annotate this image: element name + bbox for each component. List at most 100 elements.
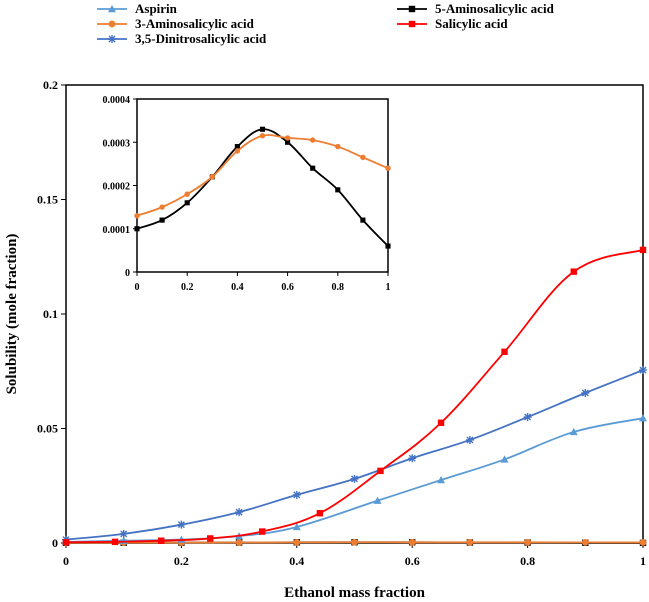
data-point-salicylic-acid <box>639 246 647 254</box>
series-salicylic-acid <box>62 246 647 546</box>
inset-background <box>85 92 397 302</box>
legend-label: Aspirin <box>135 1 178 16</box>
inset-y-tick-label: 0.0001 <box>103 225 131 236</box>
data-point-3-5-dinitrosalicylic-acid <box>235 508 244 517</box>
x-axis-label: Ethanol mass fraction <box>284 585 425 601</box>
data-point-aspirin <box>500 455 509 463</box>
inset-axis-ticks: 0 0.2 0.4 0.6 0.8 1 0 0.0001 0.0002 0.0003 0.0004 <box>103 95 391 293</box>
data-point-salicylic-acid <box>258 528 266 535</box>
legend-marker-aspirin <box>108 5 116 13</box>
legend-item-3-aminosalicylic-acid: 3-Aminosalicylic acid <box>97 16 255 31</box>
inset-point-3-aminosalicylic-acid <box>259 133 266 139</box>
inset-point-5-aminosalicylic-acid <box>285 139 291 145</box>
inset-x-tick-label: 1 <box>386 282 391 293</box>
inset-x-tick-label: 0.8 <box>332 282 345 293</box>
data-point-3-5-dinitrosalicylic-acid <box>408 454 417 463</box>
data-point-3-aminosalicylic-acid <box>639 539 647 546</box>
data-point-3-aminosalicylic-acid <box>466 538 474 546</box>
main-series-group <box>62 246 647 547</box>
data-point-aspirin <box>292 522 301 531</box>
y-tick-label: 0.15 <box>37 193 58 207</box>
data-point-salicylic-acid <box>207 535 214 542</box>
inset-point-3-aminosalicylic-acid <box>234 148 241 154</box>
inset-point-3-aminosalicylic-acid <box>184 191 190 197</box>
inset-x-tick-label: 0.4 <box>231 282 244 293</box>
data-point-3-5-dinitrosalicylic-acid <box>350 474 359 483</box>
x-tick-label: 0.2 <box>174 554 189 568</box>
inset-point-5-aminosalicylic-acid <box>310 165 316 171</box>
legend-marker-3-5-dinitrosalicylic-acid <box>108 35 116 43</box>
data-point-aspirin <box>639 414 647 422</box>
data-point-salicylic-acid <box>62 539 70 546</box>
data-point-salicylic-acid <box>501 348 508 355</box>
y-axis-label: Solubility (mole fraction) <box>4 234 20 395</box>
legend-item-aspirin: Aspirin <box>97 1 178 16</box>
inset-series-3-aminosalicylic-acid <box>134 133 391 219</box>
series-line-3-5-dinitrosalicylic-acid <box>65 369 644 541</box>
data-point-salicylic-acid <box>377 467 384 475</box>
series-line-salicylic-acid <box>65 249 644 544</box>
inset-point-3-aminosalicylic-acid <box>159 204 165 210</box>
inset-x-tick-label: 0 <box>135 282 140 293</box>
inset-point-3-aminosalicylic-acid <box>385 165 391 171</box>
legend-marker-3-aminosalicylic-acid <box>108 20 116 28</box>
data-point-3-5-dinitrosalicylic-acid <box>465 435 474 444</box>
data-point-3-5-dinitrosalicylic-acid <box>119 529 128 538</box>
inset-point-5-aminosalicylic-acid <box>184 200 190 206</box>
data-point-salicylic-acid <box>437 419 445 426</box>
legend: Aspirin 5-Aminosalicylic acid 3-Aminosalic… <box>97 1 555 46</box>
y-tick-label: 0.2 <box>43 78 58 92</box>
inset-y-tick-label: 0.0003 <box>103 138 131 149</box>
data-point-aspirin <box>569 427 578 436</box>
data-point-3-aminosalicylic-acid <box>293 538 301 546</box>
legend-label: 3-Aminosalicylic acid <box>135 16 255 31</box>
data-point-3-aminosalicylic-acid <box>235 539 243 546</box>
x-tick-label: 1 <box>640 554 646 568</box>
legend-item-3-5-dinitrosalicylic-acid: 3,5-Dinitrosalicylic acid <box>97 31 267 46</box>
y-tick-label: 0.1 <box>43 307 58 321</box>
data-point-salicylic-acid <box>570 268 577 275</box>
inset-point-5-aminosalicylic-acid <box>159 217 165 223</box>
y-tick-label: 0.05 <box>37 422 58 436</box>
legend-label: Salicylic acid <box>435 16 508 31</box>
inset-x-tick-label: 0.6 <box>281 282 294 293</box>
data-point-3-aminosalicylic-acid <box>408 538 416 546</box>
x-tick-label: 0 <box>63 554 69 568</box>
legend-label: 5-Aminosalicylic acid <box>435 1 555 16</box>
inset-y-tick-label: 0.0004 <box>103 95 131 106</box>
inset-point-5-aminosalicylic-acid <box>259 126 266 132</box>
legend-item-salicylic-acid: Salicylic acid <box>397 16 508 31</box>
legend-item-5-aminosalicylic-acid: 5-Aminosalicylic acid <box>397 1 555 16</box>
inset-point-5-aminosalicylic-acid <box>385 243 391 249</box>
data-point-3-aminosalicylic-acid <box>581 538 589 546</box>
x-tick-label: 0.6 <box>405 554 420 568</box>
data-point-salicylic-acid <box>316 510 324 517</box>
inset-point-5-aminosalicylic-acid <box>234 144 240 150</box>
inset-point-5-aminosalicylic-acid <box>134 226 140 232</box>
data-point-salicylic-acid <box>111 538 119 546</box>
data-point-3-5-dinitrosalicylic-acid <box>523 413 532 422</box>
series-3-5-dinitrosalicylic-acid <box>62 366 647 544</box>
data-point-3-5-dinitrosalicylic-acid <box>639 366 647 375</box>
x-tick-label: 0.8 <box>520 554 535 568</box>
x-tick-label: 0.4 <box>289 554 304 568</box>
inset-point-3-aminosalicylic-acid <box>335 143 341 150</box>
inset-y-tick-label: 0 <box>125 268 130 279</box>
inset-point-5-aminosalicylic-acid <box>335 187 341 193</box>
main-axis-ticks: 0 0.2 0.4 0.6 0.8 1 0 0.05 0.1 0.15 0.2 <box>37 78 646 568</box>
legend-marker-5-aminosalicylic-acid <box>408 5 416 13</box>
legend-label: 3,5-Dinitrosalicylic acid <box>135 31 267 46</box>
data-point-3-5-dinitrosalicylic-acid <box>177 520 186 529</box>
inset-point-5-aminosalicylic-acid <box>360 217 366 223</box>
inset-point-3-aminosalicylic-acid <box>360 154 366 161</box>
inset-point-3-aminosalicylic-acid <box>209 174 216 180</box>
inset-x-tick-label: 0.2 <box>181 282 194 293</box>
inset-point-3-aminosalicylic-acid <box>134 213 140 219</box>
data-point-3-5-dinitrosalicylic-acid <box>292 490 301 499</box>
data-point-3-5-dinitrosalicylic-acid <box>581 389 590 398</box>
data-point-aspirin <box>373 496 382 504</box>
legend-marker-salicylic-acid <box>408 20 416 28</box>
inset-point-3-aminosalicylic-acid <box>309 137 316 143</box>
data-point-salicylic-acid <box>158 537 165 544</box>
